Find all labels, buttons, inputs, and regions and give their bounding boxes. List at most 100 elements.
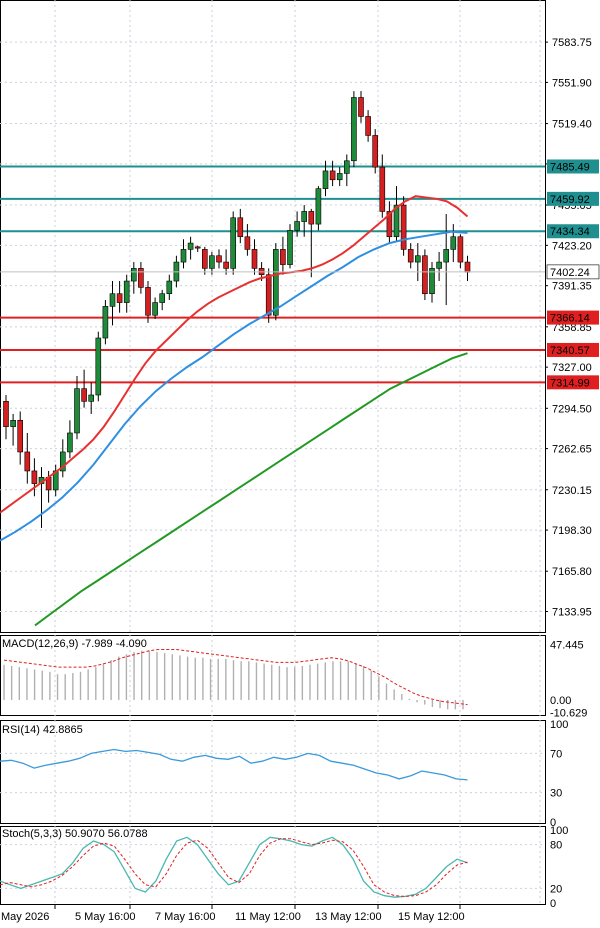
candle-body (272, 249, 279, 316)
candle-body (251, 249, 258, 269)
level-tag-bg (547, 342, 599, 357)
candle-body (429, 268, 435, 295)
rsi-y-tick: 100 (550, 719, 568, 731)
rsi-line (0, 748, 468, 781)
candle-body (74, 388, 80, 434)
y-tick-label: 7230.15 (552, 485, 592, 497)
candle-body (372, 135, 379, 168)
candle-body (10, 420, 16, 427)
moving-average-line (0, 195, 469, 514)
stoch-y-tick: 80 (550, 840, 562, 852)
candle-body (237, 217, 244, 238)
y-tick-label: 7391.35 (552, 281, 592, 293)
x-tick-label: 15 May 12:00 (398, 911, 465, 923)
candle-body (202, 249, 208, 269)
level-tag-bg (547, 191, 599, 206)
y-tick-label: 7519.40 (552, 119, 592, 131)
candle-body (145, 287, 151, 316)
rsi-label: RSI(14) 42.8865 (2, 724, 83, 736)
candle-body (343, 160, 350, 174)
level-tag-bg (547, 159, 599, 174)
candle-body (95, 337, 102, 396)
candle-body (88, 394, 94, 402)
candle-body (315, 188, 322, 225)
panel-frame-1 (0, 0, 546, 633)
x-tick-label: May 2026 (1, 911, 49, 923)
candle-body (102, 306, 109, 339)
rsi-y-tick: 0 (550, 817, 556, 829)
candle-body (265, 274, 272, 316)
candle-body (131, 268, 137, 282)
stoch-k-line (0, 836, 468, 898)
candle-body (436, 261, 442, 269)
candle-body (400, 204, 407, 250)
level-tag-label: 7434.34 (550, 226, 590, 238)
candle-body (464, 261, 471, 273)
candle-body (187, 242, 194, 250)
x-tick-label: 11 May 12:00 (235, 911, 301, 923)
y-tick-label: 7198.30 (552, 525, 592, 537)
candle-body (329, 170, 336, 181)
candle-body (287, 230, 293, 265)
stoch-y-tick: 20 (550, 883, 562, 895)
rsi-y-tick: 30 (550, 788, 562, 800)
panel-frame-4 (0, 826, 546, 905)
candle-body (24, 451, 31, 472)
current-price-label: 7402.24 (550, 267, 590, 279)
level-tag-label: 7366.14 (550, 313, 590, 325)
candle-body (308, 211, 315, 225)
level-tag-bg (547, 310, 599, 325)
candle-body (422, 255, 428, 295)
candle-body (31, 470, 38, 484)
macd-y-tick: 47.445 (550, 639, 584, 651)
level-tag-label: 7340.57 (550, 345, 590, 357)
candle-body (152, 302, 158, 316)
candle-body (59, 451, 66, 472)
macd-signal-line (3, 649, 468, 706)
y-tick-label: 7358.85 (552, 322, 592, 334)
stoch-d-line (0, 838, 468, 897)
candle-body (457, 236, 464, 263)
candle-body (280, 249, 286, 265)
candle-body (3, 401, 9, 427)
candle-body (358, 97, 364, 117)
candle-body (17, 420, 24, 453)
candle-body (244, 236, 251, 250)
macd-y-tick: 0.00 (550, 695, 571, 707)
candle-body (365, 116, 371, 136)
panel-frame-3 (0, 720, 546, 824)
x-tick-label: 13 May 12:00 (315, 911, 382, 923)
candle-body (230, 217, 236, 269)
candle-body (386, 211, 393, 238)
candle-body (67, 432, 73, 453)
y-tick-label: 7327.00 (552, 362, 592, 374)
candle-body (322, 170, 329, 189)
candle-body (443, 249, 450, 263)
candle-body (393, 204, 400, 238)
moving-average-line (0, 230, 468, 542)
candle-body (116, 293, 123, 303)
candle-body (216, 255, 222, 263)
candle-body (414, 255, 421, 263)
candle-body (180, 249, 187, 263)
x-tick-label: 7 May 16:00 (155, 911, 216, 923)
panel-frame-2 (0, 635, 546, 716)
level-tag-label: 7459.92 (550, 194, 590, 206)
candle-body (209, 255, 215, 269)
stoch-y-tick: 100 (550, 825, 568, 837)
candle-body (351, 97, 357, 162)
rsi-y-tick: 70 (550, 748, 562, 760)
candle-body (138, 268, 144, 288)
candle-body (407, 249, 414, 263)
candle-body (123, 280, 130, 303)
stoch-y-tick: 0 (550, 898, 556, 910)
y-tick-label: 7133.95 (552, 607, 592, 619)
level-tag-label: 7485.49 (550, 161, 590, 173)
candle-body (450, 236, 457, 250)
level-tag-bg (547, 224, 599, 239)
candle-body (109, 293, 116, 307)
current-price-tag-bg (546, 264, 600, 280)
candle-body (294, 221, 300, 231)
